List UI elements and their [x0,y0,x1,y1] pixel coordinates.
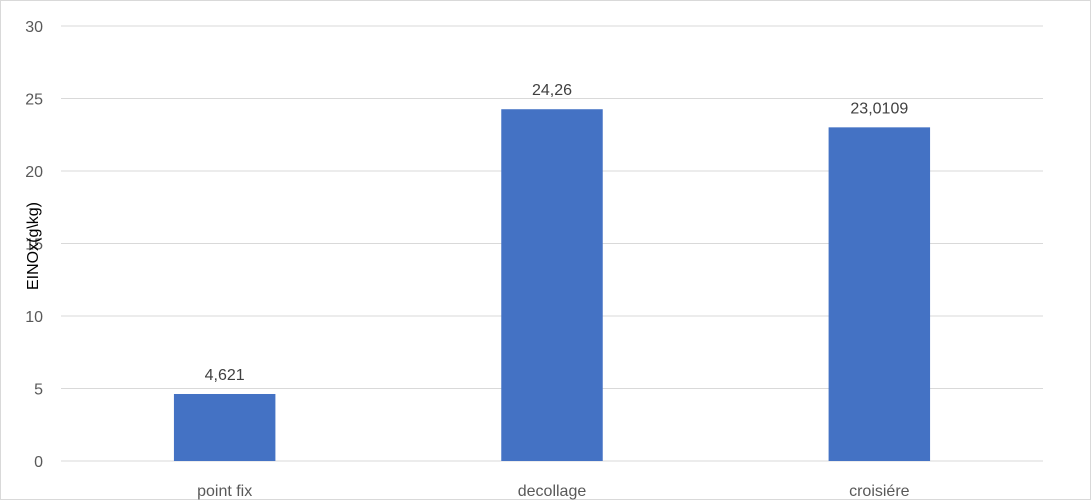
bar [501,109,603,461]
bars [173,109,931,461]
x-tick-label: point fix [197,483,252,500]
bar [828,127,931,461]
data-label: 4,621 [205,367,245,384]
y-axis-title: EINOx(g\kg) [25,202,42,290]
y-tick-label: 25 [25,92,43,109]
y-axis-ticks: 0 5 10 15 20 25 30 [25,19,43,471]
data-labels: 4,621 24,26 23,0109 [205,82,909,384]
bar [173,393,276,461]
y-tick-label: 15 [25,237,43,254]
y-tick-label: 30 [25,19,43,36]
y-tick-label: 5 [34,382,43,399]
data-label: 23,0109 [850,100,908,117]
x-tick-label: croisiére [849,483,910,500]
y-tick-label: 20 [25,164,43,181]
y-tick-label: 0 [34,454,43,471]
data-label: 24,26 [532,82,572,99]
y-tick-label: 10 [25,309,43,326]
x-tick-label: decollage [518,483,587,500]
x-axis-ticks: point fix decollage croisiére [197,483,910,500]
